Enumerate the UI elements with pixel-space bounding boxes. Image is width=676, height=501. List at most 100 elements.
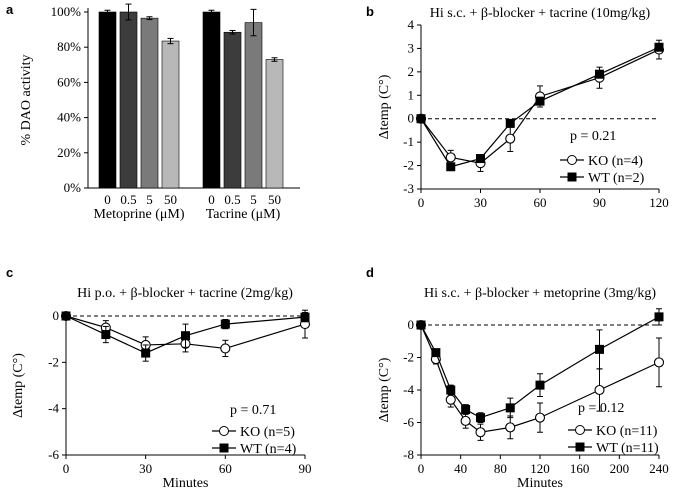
data-point-wt bbox=[535, 96, 545, 106]
y-tick-label: -4 bbox=[403, 382, 414, 397]
legend-marker-ko bbox=[567, 155, 577, 165]
data-point-wt bbox=[220, 319, 230, 329]
legend-label: WT (n=4) bbox=[240, 442, 297, 457]
legend-marker-ko bbox=[219, 426, 229, 436]
y-axis-label: % DAO activity bbox=[19, 55, 34, 146]
data-point-ko bbox=[220, 343, 231, 354]
data-point-wt bbox=[476, 413, 485, 423]
panel-d: d Hi s.c. + β-blocker + metoprine (3mg/kg… bbox=[366, 265, 669, 491]
x-tick-label: 40 bbox=[454, 461, 467, 476]
y-tick-label: 0 bbox=[408, 317, 415, 332]
y-tick-label: 60% bbox=[57, 74, 81, 89]
x-tick-label: 60 bbox=[534, 195, 547, 210]
bar bbox=[223, 31, 242, 189]
data-point-wt bbox=[595, 344, 604, 354]
data-point-wt bbox=[461, 405, 471, 414]
panel-c: c Hi p.o. + β-blocker + tacrine (2mg/kg) -… bbox=[6, 265, 312, 491]
x-tick-label: 120 bbox=[530, 461, 550, 476]
data-point-wt bbox=[505, 118, 515, 128]
y-tick-label: 100% bbox=[51, 4, 82, 19]
x-tick-label: 90 bbox=[593, 195, 606, 210]
data-point-wt bbox=[141, 348, 151, 358]
data-point-wt bbox=[476, 154, 485, 164]
y-tick-label: -8 bbox=[403, 447, 414, 462]
legend-marker-wt bbox=[219, 443, 229, 453]
y-tick-label: -6 bbox=[403, 415, 414, 430]
legend-label: KO (n=5) bbox=[240, 425, 295, 440]
data-point-wt bbox=[431, 348, 441, 358]
data-point-ko bbox=[445, 394, 456, 405]
x-tick-label: 50 bbox=[164, 192, 177, 207]
data-point-wt bbox=[416, 320, 426, 330]
y-axis-label: Δtemp (C°) bbox=[377, 357, 392, 422]
data-point-wt bbox=[654, 312, 664, 322]
x-tick-label: 30 bbox=[139, 461, 152, 476]
data-point-ko bbox=[653, 357, 665, 368]
chart-title: Hi p.o. + β-blocker + tacrine (2mg/kg) bbox=[77, 286, 293, 301]
data-point-ko bbox=[505, 133, 516, 144]
x-tick-label: 5 bbox=[146, 192, 153, 207]
panel-d-label: d bbox=[366, 265, 374, 280]
p-value: p = 0.21 bbox=[570, 129, 616, 144]
data-point-wt bbox=[505, 403, 515, 413]
x-tick-label: 240 bbox=[649, 461, 669, 476]
legend-label: WT (n=11) bbox=[596, 441, 659, 456]
y-tick-label: 1 bbox=[408, 87, 415, 102]
data-point-wt bbox=[101, 330, 111, 340]
chart-title: Hi s.c. + β-blocker + metoprine (3mg/kg) bbox=[424, 286, 656, 301]
group-label: Metoprine (μM) bbox=[93, 207, 184, 222]
data-point-wt bbox=[416, 114, 426, 124]
y-tick-label: -1 bbox=[403, 134, 414, 149]
y-tick-label: -2 bbox=[48, 354, 59, 369]
y-tick-label: 4 bbox=[408, 17, 415, 32]
y-axis-label: Δtemp (C°) bbox=[11, 353, 26, 418]
y-axis-label: Δtemp (C°) bbox=[377, 74, 392, 139]
legend-marker-ko bbox=[575, 425, 585, 435]
y-tick-label: 20% bbox=[57, 145, 81, 160]
legend-label: WT (n=2) bbox=[588, 171, 645, 186]
y-tick-label: -2 bbox=[403, 158, 414, 173]
y-tick-label: 0 bbox=[408, 111, 415, 126]
p-value: p = 0.12 bbox=[578, 401, 624, 416]
data-point-ko bbox=[534, 412, 546, 423]
x-tick-label: 0.5 bbox=[224, 192, 240, 207]
y-tick-label: 0 bbox=[53, 308, 60, 323]
bar bbox=[140, 17, 159, 189]
data-point-wt bbox=[181, 331, 190, 341]
y-tick-label: -3 bbox=[403, 181, 414, 196]
y-tick-label: -4 bbox=[48, 401, 59, 416]
x-axis-label: Minutes bbox=[517, 476, 563, 491]
x-tick-label: 5 bbox=[250, 192, 257, 207]
group-label: Tacrine (μM) bbox=[206, 207, 281, 222]
y-tick-label: 0% bbox=[64, 180, 82, 195]
data-point-ko bbox=[594, 384, 605, 396]
y-tick-label: 2 bbox=[408, 64, 415, 79]
data-point-ko bbox=[445, 152, 456, 163]
y-tick-label: 40% bbox=[57, 110, 81, 125]
data-point-wt bbox=[595, 69, 604, 79]
data-point-ko bbox=[475, 427, 486, 438]
x-tick-label: 0.5 bbox=[120, 192, 136, 207]
x-tick-label: 80 bbox=[494, 461, 507, 476]
panel-b: b Hi s.c. + β-blocker + tacrine (10mg/kg)… bbox=[366, 4, 669, 210]
bar bbox=[244, 22, 263, 189]
x-tick-label: 50 bbox=[268, 192, 281, 207]
legend-label: KO (n=4) bbox=[588, 154, 643, 169]
x-tick-label: 0 bbox=[418, 461, 425, 476]
x-tick-label: 0 bbox=[63, 461, 70, 476]
bar bbox=[265, 59, 284, 189]
data-point-ko bbox=[460, 415, 471, 426]
data-point-ko bbox=[505, 422, 516, 433]
y-tick-label: 80% bbox=[57, 39, 81, 54]
x-tick-label: 0 bbox=[208, 192, 215, 207]
bar bbox=[161, 40, 180, 189]
chart-title: Hi s.c. + β-blocker + tacrine (10mg/kg) bbox=[430, 6, 651, 21]
x-tick-label: 160 bbox=[570, 461, 590, 476]
x-axis-label: Minutes bbox=[163, 476, 209, 491]
data-point-wt bbox=[300, 312, 310, 322]
y-tick-label: -2 bbox=[403, 350, 414, 365]
x-tick-label: 0 bbox=[104, 192, 111, 207]
x-tick-label: 120 bbox=[649, 195, 669, 210]
